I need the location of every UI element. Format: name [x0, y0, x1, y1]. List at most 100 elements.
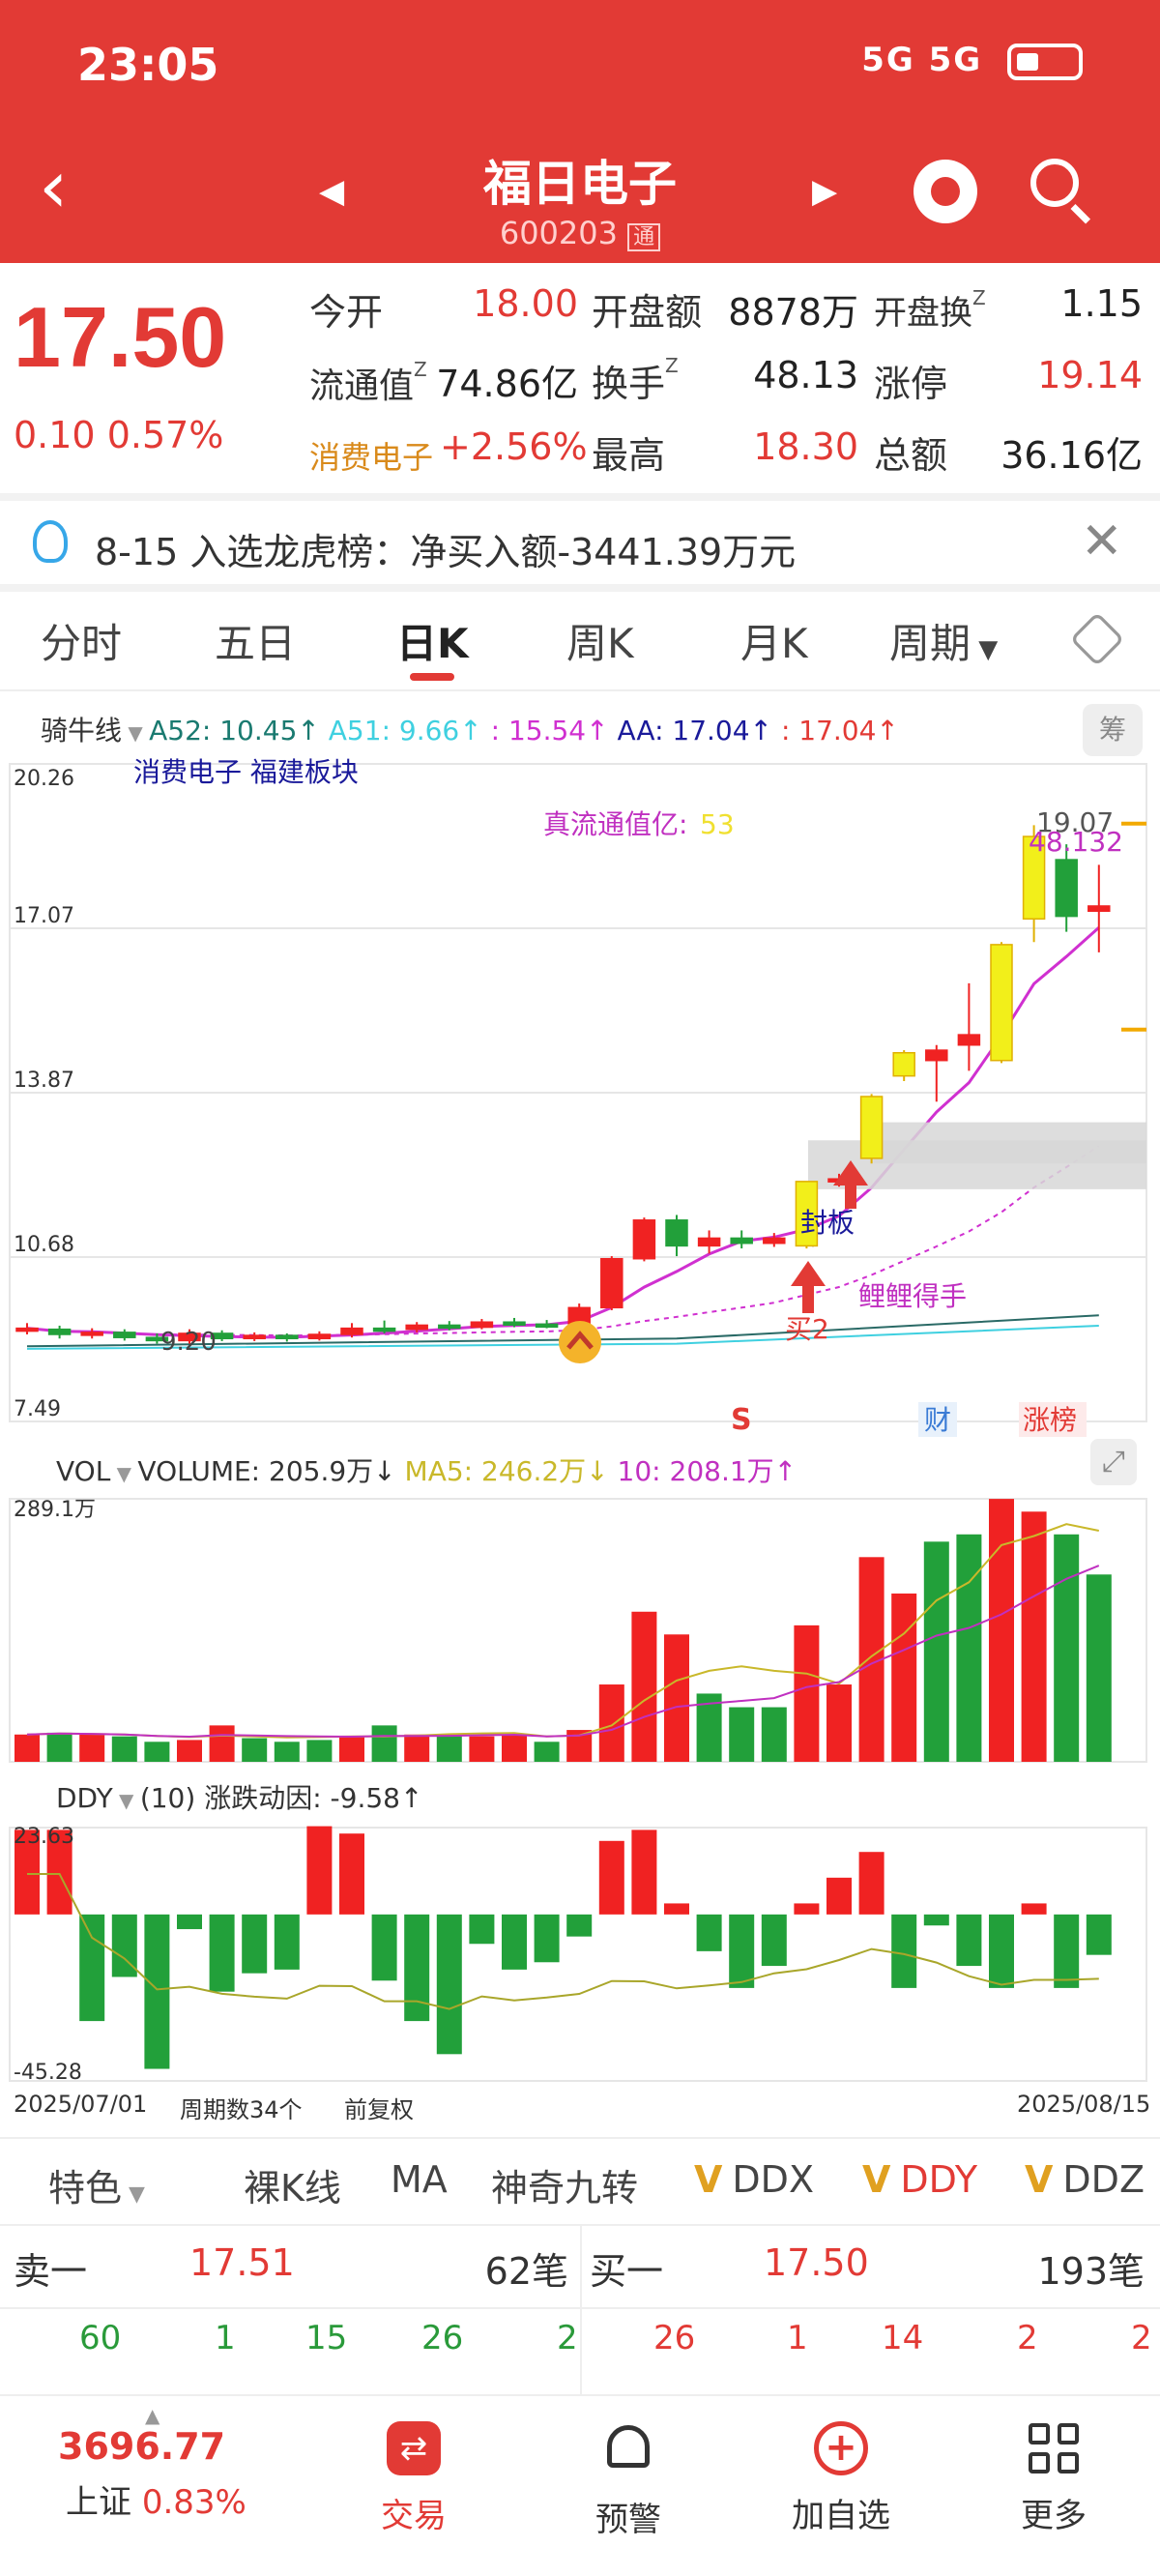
feature-tab-naked-k[interactable]: 裸K线 — [244, 2167, 341, 2210]
sell-lot: 2 — [557, 2319, 578, 2357]
volume-bar — [242, 1738, 268, 1762]
buy-lot: 26 — [653, 2319, 696, 2357]
search-icon[interactable] — [1027, 155, 1094, 224]
chevron-down-icon: ▼ — [110, 1462, 138, 1485]
volume-chart[interactable]: 289.1万 — [0, 1489, 1160, 1770]
feature-tab-special[interactable]: 特色 ▼ — [48, 2167, 145, 2210]
ddy-chart[interactable]: 23.63 -45.28 — [0, 1818, 1160, 2089]
tab-five-day[interactable]: 五日 — [215, 620, 297, 667]
nav-add-watchlist[interactable]: + 加自选 — [744, 2421, 938, 2536]
chip-distribution-button[interactable]: 筹 — [1083, 704, 1143, 756]
candle-body — [892, 1051, 915, 1077]
index-value[interactable]: 3696.77 — [58, 2425, 226, 2468]
tab-intraday[interactable]: 分时 — [41, 620, 123, 667]
candle-body — [1088, 905, 1111, 913]
ddy-bar — [956, 1914, 982, 1967]
current-price: 17.50 — [14, 289, 227, 385]
nav-alert[interactable]: 预警 — [532, 2421, 725, 2540]
candle-body — [470, 1321, 494, 1329]
stock-name: 福日电子 — [483, 156, 677, 212]
limit-rank-tag[interactable]: 涨榜 — [1023, 1404, 1077, 1436]
check-icon: V — [694, 2158, 723, 2201]
prev-stock-arrow-icon[interactable]: ◀ — [319, 172, 345, 211]
indicator-legend[interactable]: 骑牛线 ▼ A52: 10.45↑ A51: 9.66↑ : 15.54↑ AA… — [41, 710, 899, 748]
sell-one-label: 卖一 — [14, 2250, 88, 2293]
k-candles — [15, 825, 1111, 1344]
volume-bar — [436, 1734, 462, 1762]
ddy-legend[interactable]: DDY ▼ (10) 涨跌动因: -9.58↑ — [56, 1777, 422, 1816]
buy-lot: 2 — [1131, 2319, 1152, 2357]
check-icon: V — [862, 2158, 891, 2201]
expand-icon[interactable]: ⤢ — [1090, 1439, 1137, 1485]
open-value: 18.00 — [473, 282, 578, 325]
feature-tab-ma[interactable]: MA — [391, 2158, 448, 2201]
volume-bar — [371, 1725, 397, 1762]
legend-a51b: : 15.54↑ — [490, 715, 609, 746]
a51-line — [26, 1324, 1099, 1350]
ddy-bar — [794, 1903, 820, 1915]
turnover-value: 48.13 — [753, 354, 858, 396]
candle-body — [795, 1181, 819, 1247]
sector-name[interactable]: 消费电子 — [309, 439, 434, 476]
ddy-bar — [502, 1914, 527, 1970]
finance-tag[interactable]: 财 — [924, 1404, 951, 1436]
sell-lot: 15 — [305, 2319, 348, 2357]
up-chevron-icon — [566, 1331, 594, 1350]
tab-weekly-k[interactable]: 周K — [566, 620, 634, 667]
y-axis-label: 20.26 — [14, 767, 74, 791]
min-price-label: 9.20 — [160, 1328, 217, 1357]
candle-body — [1022, 835, 1046, 921]
total-amount-label: 总额 — [874, 434, 948, 477]
limit-up-value: 19.14 — [1037, 354, 1143, 396]
chart-period-count: 周期数34个 — [180, 2096, 303, 2123]
next-stock-arrow-icon[interactable]: ▶ — [812, 172, 838, 211]
back-button[interactable]: ‹ — [39, 143, 69, 229]
tab-daily-k[interactable]: 日K — [396, 620, 469, 667]
close-icon[interactable]: ✕ — [1081, 512, 1123, 571]
sell-signal-label: S — [731, 1403, 752, 1437]
feature-tab-ddy[interactable]: V DDY — [862, 2158, 978, 2201]
check-icon: V — [1025, 2158, 1054, 2201]
tab-monthly-k[interactable]: 月K — [740, 620, 808, 667]
legend-aa: AA: 17.04↑ — [617, 715, 773, 746]
feature-tab-nine-turn[interactable]: 神奇九转 — [491, 2167, 639, 2210]
buy-lot: 14 — [882, 2319, 924, 2357]
candlestick-chart[interactable]: 20.26 17.07 13.87 10.68 7.49 消费电子 福建板块 真流通值亿… — [0, 754, 1160, 1441]
buy-one-price: 17.50 — [764, 2241, 869, 2284]
ddy-bar — [826, 1877, 852, 1915]
signal-badge-icon — [559, 1321, 601, 1363]
chart-start-date: 2025/07/01 — [14, 2091, 148, 2118]
divider — [580, 2226, 582, 2396]
candle-body — [763, 1237, 786, 1244]
chart-end-date: 2025/08/15 — [1017, 2091, 1151, 2118]
settings-hexagon-icon[interactable] — [1069, 611, 1125, 667]
y-axis-label: 7.49 — [14, 1397, 61, 1421]
index-name[interactable]: 上证 0.83% — [66, 2483, 246, 2522]
feature-tab-ddz[interactable]: V DDZ — [1025, 2158, 1145, 2201]
volume-bar — [923, 1541, 949, 1762]
news-text[interactable]: 8-15 入选龙虎榜：净买入额-3441.39万元 — [95, 531, 797, 573]
buy-arrow-icon — [791, 1261, 826, 1313]
volume-bar — [598, 1684, 624, 1762]
mascot-icon[interactable] — [914, 160, 977, 223]
volume-ma10: 10: 208.1万↑ — [617, 1455, 798, 1487]
volume-bar — [729, 1707, 755, 1762]
stock-tag: 通 — [627, 223, 661, 251]
volume-bar — [794, 1625, 820, 1762]
high-value: 18.30 — [753, 425, 858, 468]
ddy-desc: (10) 涨跌动因: -9.58↑ — [139, 1782, 423, 1814]
nav-trade[interactable]: ⇄ 交易 — [317, 2421, 510, 2536]
news-banner[interactable]: 8-15 入选龙虎榜：净买入额-3441.39万元 ✕ — [0, 503, 1160, 586]
tab-period[interactable]: 周期 ▼ — [889, 620, 999, 667]
candle-body — [210, 1332, 234, 1340]
indicator-name: 骑牛线 — [41, 715, 123, 746]
volume-legend[interactable]: VOL ▼ VOLUME: 205.9万↓ MA5: 246.2万↓ 10: 2… — [56, 1450, 797, 1489]
ddy-bar — [469, 1914, 495, 1945]
nav-more[interactable]: 更多 — [957, 2421, 1150, 2536]
ddy-bar — [209, 1914, 235, 1992]
lightbulb-icon — [33, 520, 68, 563]
candle-body — [925, 1049, 948, 1062]
feature-tab-ddx[interactable]: V DDX — [694, 2158, 814, 2201]
y-axis-label: 17.07 — [14, 904, 74, 928]
ddy-bar — [598, 1840, 624, 1915]
